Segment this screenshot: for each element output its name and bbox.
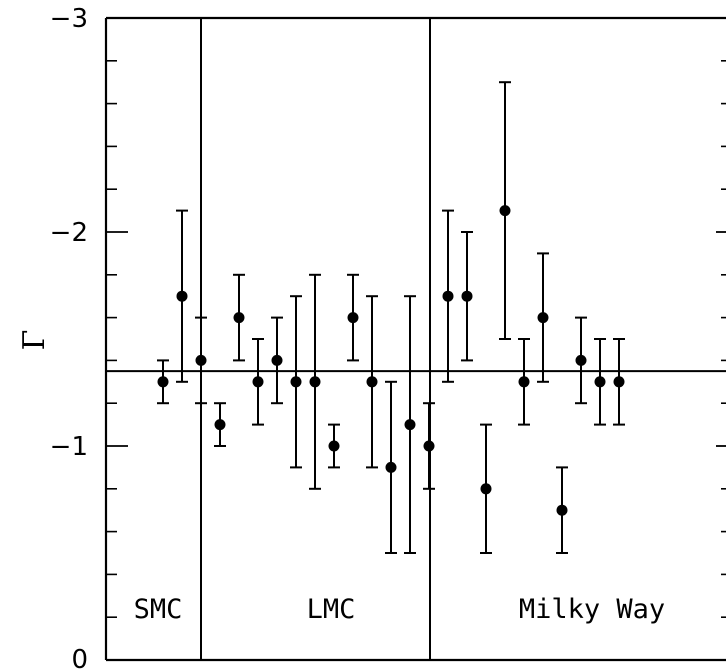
data-point <box>423 440 435 452</box>
data-point <box>195 354 207 366</box>
data-point <box>518 376 530 388</box>
y-tick-label: 0 <box>71 645 88 671</box>
data-point <box>233 312 245 324</box>
group-label: SMC <box>134 594 183 625</box>
data-point <box>442 290 454 302</box>
data-point <box>347 312 359 324</box>
group-label: LMC <box>307 594 356 625</box>
y-tick-label: −1 <box>50 432 88 462</box>
data-point <box>366 376 378 388</box>
data-point <box>176 290 188 302</box>
data-point <box>575 354 587 366</box>
data-point <box>214 419 226 431</box>
data-point <box>385 461 397 473</box>
y-axis-label: Γ <box>17 330 52 351</box>
data-point <box>594 376 606 388</box>
data-point <box>537 312 549 324</box>
data-point <box>157 376 169 388</box>
data-point <box>404 419 416 431</box>
data-point <box>290 376 302 388</box>
data-point <box>309 376 321 388</box>
y-tick-label: −3 <box>50 4 88 34</box>
data-point <box>461 290 473 302</box>
data-point <box>328 440 340 452</box>
y-tick-label: −2 <box>50 218 88 248</box>
data-point <box>271 354 283 366</box>
data-point <box>252 376 264 388</box>
group-label: Milky Way <box>519 594 665 625</box>
data-point <box>613 376 625 388</box>
data-point <box>480 483 492 495</box>
data-point <box>499 205 511 217</box>
data-point <box>556 504 568 516</box>
